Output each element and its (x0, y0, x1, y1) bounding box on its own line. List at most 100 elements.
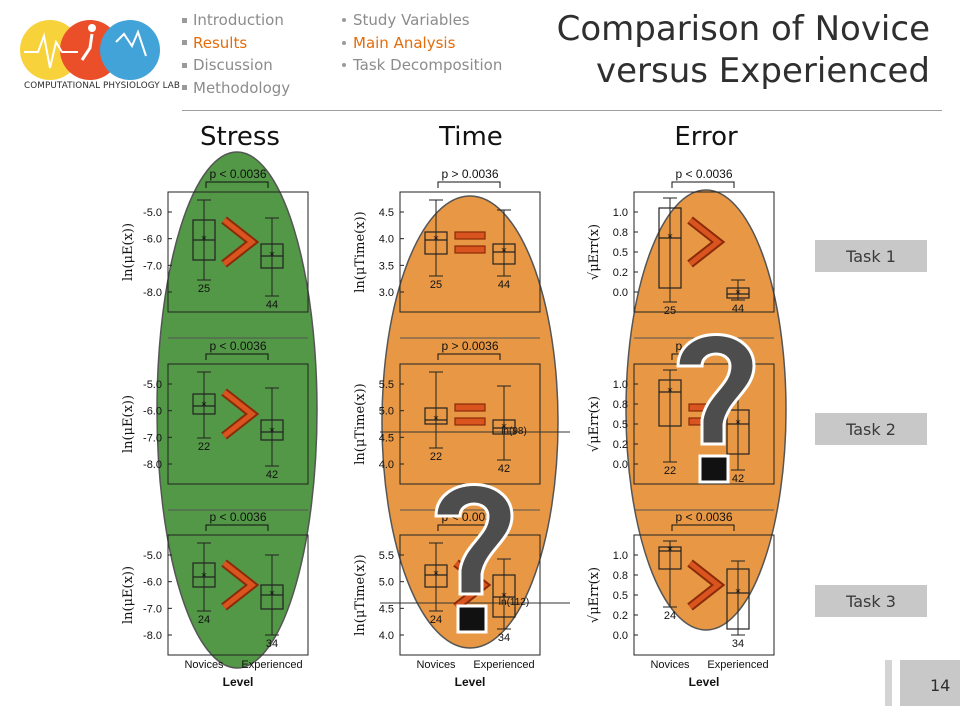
mean-marker: * (201, 398, 206, 413)
y-axis-label: ln(μTime(x)) (353, 383, 368, 464)
question-mark-dot (456, 604, 488, 634)
question-mark-glyph (434, 483, 514, 596)
x-category-label: Novices (650, 659, 690, 671)
p-value-label: p < 0.0036 (675, 167, 732, 181)
tick-label: 0.2 (613, 267, 628, 279)
stress-ellipse (156, 151, 318, 669)
sample-size-label: 25 (664, 305, 676, 317)
boxplot-experienced: * 42 (260, 387, 284, 481)
boxplot-experienced: * 44 (726, 279, 750, 315)
nav-item-methodology[interactable]: Methodology (182, 77, 290, 100)
nav-item-results[interactable]: Results (182, 32, 290, 55)
x-category-label: Novices (184, 659, 224, 671)
box (424, 231, 448, 255)
plot-frame (167, 191, 309, 313)
nav-item-study-variables[interactable]: Study Variables (342, 9, 502, 32)
page-bar-light (885, 660, 892, 706)
box (192, 562, 216, 588)
sample-size-label: 34 (732, 638, 744, 650)
box (726, 287, 750, 299)
task-label-3: Task 3 (815, 585, 927, 617)
tick-label: 0.8 (613, 399, 628, 411)
sample-size-label: 42 (732, 473, 744, 485)
question-mark-dot (698, 454, 730, 484)
nav-item-main-analysis[interactable]: Main Analysis (342, 32, 502, 55)
box (424, 407, 448, 425)
y-axis-label: ln(μE(x)) (121, 395, 136, 453)
nav-subsection-list: Study Variables Main Analysis Task Decom… (342, 9, 502, 77)
tick-label: 0.5 (613, 419, 628, 431)
tick-label: 0.0 (613, 459, 628, 471)
boxplot-experienced: * 44 (492, 209, 516, 291)
tick-label: 0.2 (613, 610, 628, 622)
lab-logo (18, 12, 170, 104)
sample-size-label: 22 (198, 441, 210, 453)
mean-marker: * (269, 587, 274, 602)
tick-label: 0.5 (613, 590, 628, 602)
mean-marker: * (735, 585, 740, 600)
mean-marker: * (501, 244, 506, 259)
tick-label: 4.0 (379, 630, 394, 642)
tick-label: 1.0 (613, 550, 628, 562)
mean-marker: * (667, 230, 672, 245)
page-bar (900, 660, 960, 706)
mean-marker: * (433, 567, 438, 582)
sample-size-label: 34 (498, 632, 510, 644)
plot-frame (167, 363, 309, 485)
tick-label: 0.8 (613, 570, 628, 582)
nav-item-task-decomposition[interactable]: Task Decomposition (342, 54, 502, 77)
boxplot-novices: * 25 (424, 199, 448, 291)
tick-label: 1.0 (613, 379, 628, 391)
sample-size-label: 25 (198, 283, 210, 295)
box (492, 419, 516, 435)
reference-label: ln(112) (499, 597, 529, 608)
sample-size-label: 34 (266, 638, 278, 650)
tick-label: 3.5 (379, 260, 394, 272)
mean-marker: * (501, 589, 506, 604)
greater-than-symbol (688, 561, 723, 609)
square-bullet-icon (182, 62, 187, 68)
p-value-label: p < 0.0036 (675, 510, 732, 524)
tick-label: -7.0 (143, 603, 162, 615)
slide-title: Comparison of Novice versus Experienced (556, 9, 930, 91)
box (260, 419, 284, 441)
equals-symbol-bar (454, 417, 486, 426)
boxplot-novices: * 25 (192, 199, 216, 295)
y-axis-label: √μErr(x) (587, 396, 602, 452)
p-value-bracket (671, 181, 735, 188)
tick-label: 4.5 (379, 207, 394, 219)
tick-label: -8.0 (143, 630, 162, 642)
boxplot-experienced: * 44 (260, 217, 284, 311)
mean-marker: * (433, 412, 438, 427)
sample-size-label: 44 (266, 299, 278, 311)
panel-2-2: p < 0.0036 1.0 0.8 0.5 0.2 0.0 √μErr(x) * 24 * 34 (587, 510, 775, 656)
p-value-bracket (437, 353, 501, 360)
mean-marker: * (269, 248, 274, 263)
sample-size-label: 22 (664, 465, 676, 477)
p-value-label: p < 0.0036 (209, 510, 266, 524)
boxplot-novices: * 25 (658, 197, 682, 317)
question-mark-icon (434, 483, 514, 634)
tick-label: -5.0 (143, 550, 162, 562)
panel-0-0: p < 0.0036 -5.0 -6.0 -7.0 -8.0 ln(μE(x)) * 25 * 4… (121, 167, 309, 313)
equals-symbol-bar (454, 231, 486, 240)
square-bullet-icon (182, 85, 187, 91)
tick-label: 5.0 (379, 406, 394, 418)
greater-than-symbol (222, 218, 257, 266)
nav-item-introduction[interactable]: Introduction (182, 9, 290, 32)
y-axis-label: √μErr(x) (587, 567, 602, 623)
sample-size-label: 24 (430, 614, 442, 626)
sample-size-label: 22 (430, 451, 442, 463)
column-heading-error: Error (674, 122, 738, 152)
tick-label: -7.0 (143, 432, 162, 444)
header-divider (182, 110, 942, 111)
p-value-label: p < 0.0036 (209, 167, 266, 181)
nav-item-discussion[interactable]: Discussion (182, 54, 290, 77)
column-heading-time: Time (439, 122, 503, 152)
panel-2-0: p < 0.0036 1.0 0.8 0.5 0.2 0.0 √μErr(x) * 25 * 44 (587, 167, 775, 317)
tick-label: -6.0 (143, 577, 162, 589)
equals-symbol-bar (454, 245, 486, 254)
panel-1-1: p > 0.0036 5.5 5.0 4.5 4.0 ln(μTime(x)) ln(98)… (353, 339, 570, 485)
tick-label: -7.0 (143, 260, 162, 272)
boxplot-experienced: * 34 (492, 558, 516, 644)
